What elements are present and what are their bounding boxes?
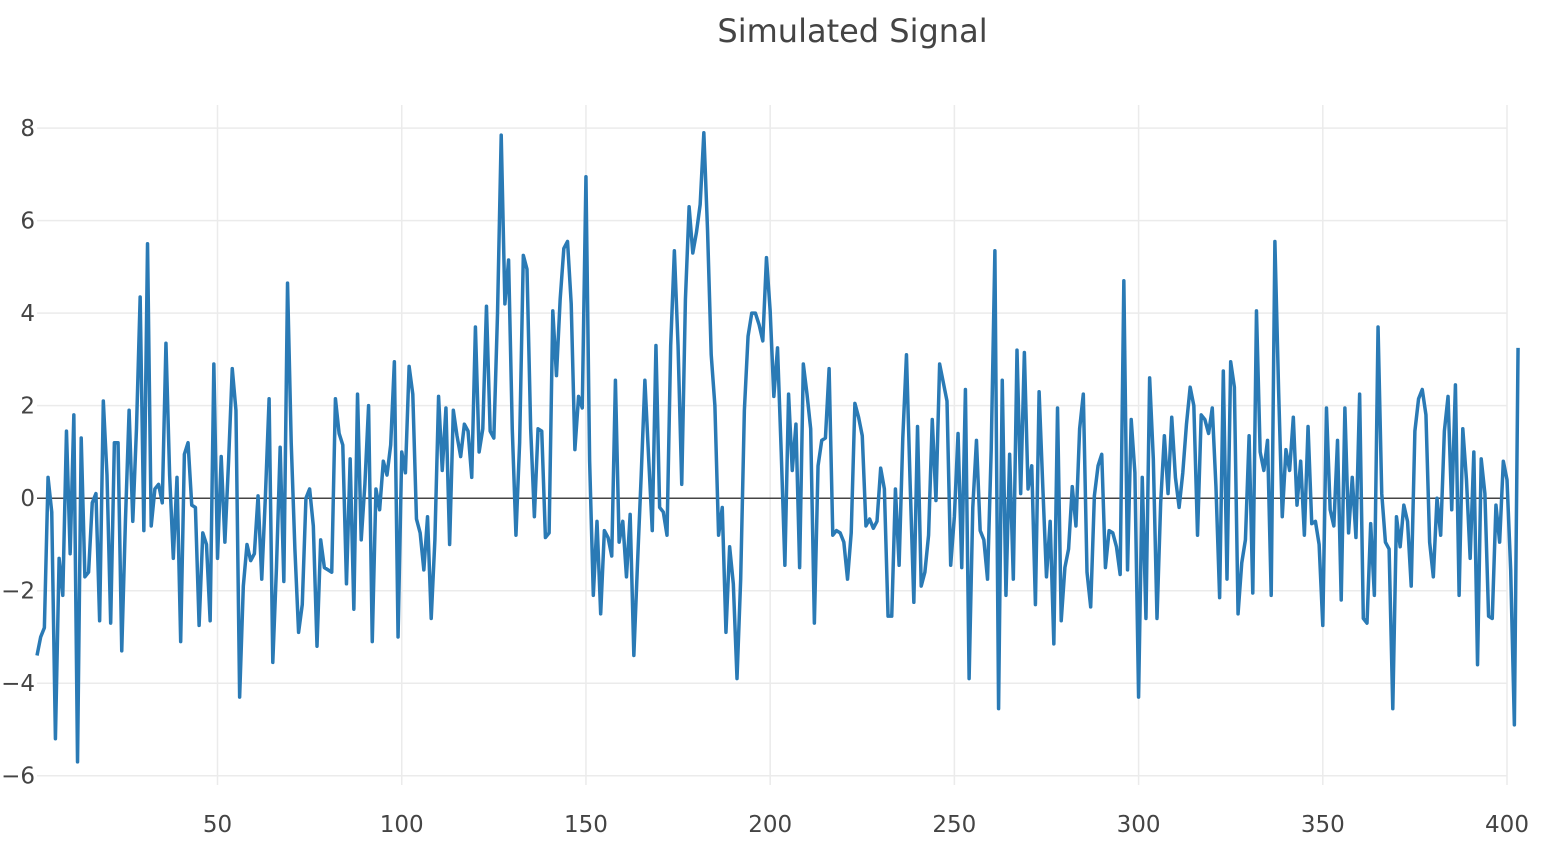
x-tick-label: 200 [748, 812, 792, 838]
y-tick-label: −4 [1, 671, 35, 697]
y-tick-label: −6 [1, 764, 35, 790]
y-axis-ticks: −6 −4 −2 0 2 4 6 8 [1, 116, 35, 790]
x-tick-label: 250 [932, 812, 976, 838]
x-tick-label: 150 [564, 812, 608, 838]
x-tick-label: 100 [380, 812, 424, 838]
x-tick-label: 350 [1301, 812, 1345, 838]
grid-lines [37, 105, 1508, 785]
x-tick-label: 50 [203, 812, 232, 838]
series-line [35, 131, 1520, 764]
y-tick-label: 4 [20, 301, 35, 327]
x-axis-ticks: 50 100 150 200 250 300 350 400 [203, 812, 1529, 838]
y-tick-label: 2 [20, 394, 35, 420]
y-tick-label: 8 [20, 116, 35, 142]
y-tick-label: −2 [1, 579, 35, 605]
y-tick-label: 0 [20, 486, 35, 512]
y-tick-label: 6 [20, 209, 35, 235]
chart-title: Simulated Signal [717, 12, 988, 50]
x-tick-label: 400 [1485, 812, 1529, 838]
x-tick-label: 300 [1117, 812, 1161, 838]
